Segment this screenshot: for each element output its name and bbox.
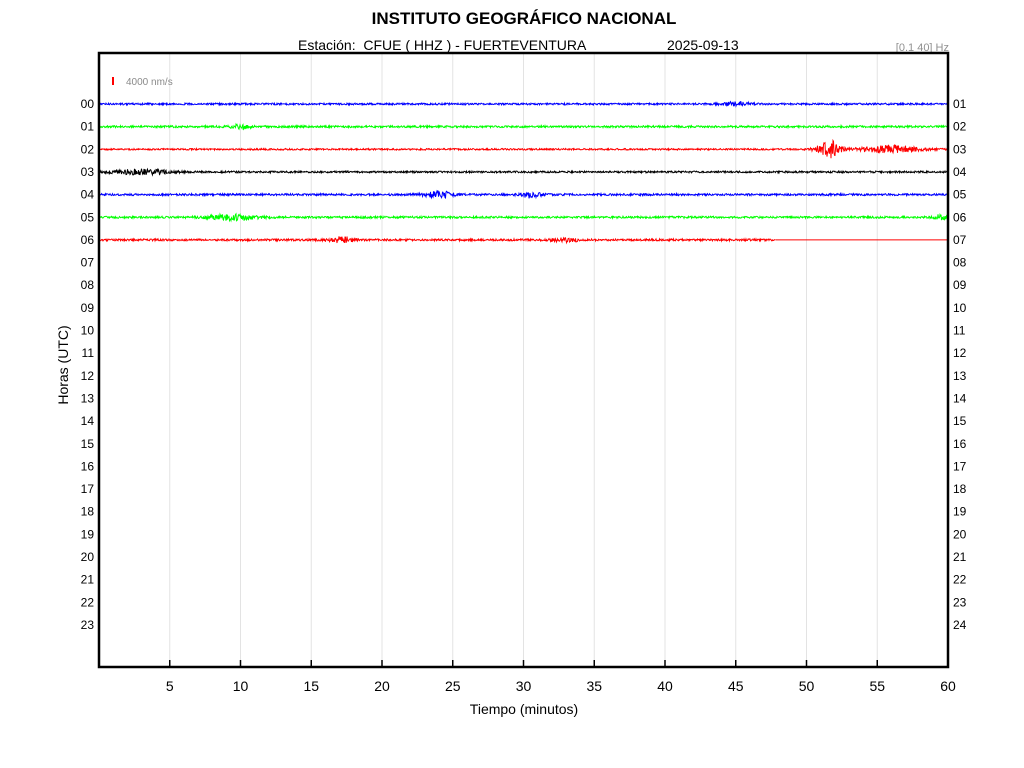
hour-label-left: 18 (81, 505, 95, 519)
x-tick-label: 60 (940, 678, 956, 694)
hour-label-left: 00 (81, 97, 95, 111)
trace-layer (99, 100, 949, 245)
hour-label-right: 16 (953, 437, 967, 451)
hour-label-left: 16 (81, 459, 95, 473)
hour-label-left: 21 (81, 573, 95, 587)
hour-label-right: 10 (953, 301, 967, 315)
x-tick-label: 25 (445, 678, 461, 694)
y-axis-label: Horas (UTC) (55, 325, 71, 404)
trace-hour-02 (99, 138, 949, 159)
hour-label-right: 13 (953, 369, 967, 383)
x-tick-label: 20 (374, 678, 390, 694)
hour-label-left: 05 (81, 210, 95, 224)
x-tick-label: 15 (303, 678, 319, 694)
x-tick-label: 50 (799, 678, 815, 694)
hour-label-right: 19 (953, 505, 967, 519)
filter-band-label: [0.1 40] Hz (895, 42, 949, 54)
trace-hour-04 (99, 189, 949, 200)
hour-label-right: 17 (953, 459, 967, 473)
x-tick-label: 45 (728, 678, 744, 694)
hour-label-right: 14 (953, 391, 967, 405)
hour-label-right: 23 (953, 595, 967, 609)
hour-label-left: 06 (81, 233, 95, 247)
hour-label-right: 02 (953, 120, 967, 134)
x-tick-label: 10 (233, 678, 249, 694)
x-axis-label: Tiempo (minutos) (470, 701, 578, 717)
date-label: 2025-09-13 (667, 37, 739, 53)
station-label: Estación: CFUE ( HHZ ) - FUERTEVENTURA (298, 37, 587, 53)
hour-label-left: 13 (81, 391, 95, 405)
trace-hour-03 (99, 167, 949, 177)
hour-label-right: 06 (953, 210, 967, 224)
hour-label-right: 18 (953, 482, 967, 496)
tick-layer (169, 660, 878, 667)
scale-bar-label: 4000 nm/s (126, 77, 173, 88)
hour-label-right: 22 (953, 573, 967, 587)
hour-label-right: 08 (953, 256, 967, 270)
trace-hour-06 (99, 236, 776, 245)
hour-label-left: 07 (81, 256, 95, 270)
hour-label-left: 04 (81, 188, 95, 202)
trace-hour-01 (99, 122, 949, 131)
x-tick-label: 5 (166, 678, 174, 694)
hour-label-left: 12 (81, 369, 95, 383)
hour-label-right: 09 (953, 278, 967, 292)
hour-label-right: 21 (953, 550, 967, 564)
grid-layer (169, 53, 878, 667)
hour-label-left: 19 (81, 527, 95, 541)
x-tick-label: 30 (516, 678, 532, 694)
hour-label-left: 11 (82, 346, 95, 360)
hour-label-left: 15 (81, 437, 95, 451)
hour-label-left: 01 (81, 120, 95, 134)
hour-label-right: 01 (953, 97, 967, 111)
hour-label-right: 07 (953, 233, 967, 247)
x-tick-label: 35 (586, 678, 602, 694)
hour-label-left: 22 (81, 595, 95, 609)
hour-label-left: 14 (81, 414, 95, 428)
label-layer: 5 10 15 20 25 30 35 40 45 50 55 60 00 01 02 03 04 05 06 07 0… (81, 97, 967, 694)
hour-label-left: 17 (81, 482, 95, 496)
hour-label-left: 02 (81, 142, 95, 156)
page-title: INSTITUTO GEOGRÁFICO NACIONAL (371, 9, 677, 28)
trace-hour-00 (99, 100, 949, 108)
hour-label-right: 04 (953, 165, 967, 179)
hour-label-left: 20 (81, 550, 95, 564)
hour-label-left: 03 (81, 165, 95, 179)
hour-label-left: 09 (81, 301, 95, 315)
hour-label-right: 03 (953, 142, 967, 156)
hour-label-right: 11 (953, 324, 966, 338)
hour-label-left: 08 (81, 278, 95, 292)
scale-bar (112, 77, 114, 85)
hour-label-right: 24 (953, 618, 967, 632)
hour-label-left: 23 (81, 618, 95, 632)
hour-label-right: 12 (953, 346, 967, 360)
hour-label-right: 20 (953, 527, 967, 541)
trace-hour-05 (99, 212, 949, 223)
x-tick-label: 55 (869, 678, 885, 694)
hour-label-right: 05 (953, 188, 967, 202)
hour-label-left: 10 (81, 324, 95, 338)
x-tick-label: 40 (657, 678, 673, 694)
hour-label-right: 15 (953, 414, 967, 428)
